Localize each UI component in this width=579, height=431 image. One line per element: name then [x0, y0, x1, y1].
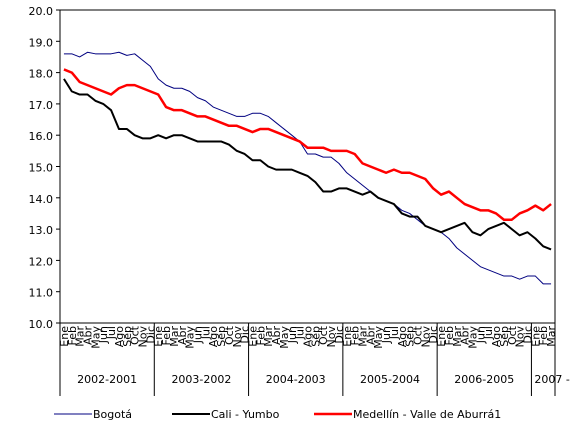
- x-tick-label: Oct: [317, 325, 330, 345]
- x-tick-label: Oct: [223, 325, 236, 345]
- x-tick-label: May: [89, 326, 102, 349]
- x-tick-label: Jul: [482, 326, 495, 340]
- x-tick-label: Feb: [66, 326, 79, 345]
- plot-area: [59, 9, 556, 324]
- x-tick-label: Sep: [215, 326, 228, 347]
- group-label: 2006-2005: [454, 373, 514, 386]
- x-tick-label: Sep: [404, 326, 417, 347]
- y-tick-label: 15.0: [29, 162, 54, 175]
- group-label: 2007 -: [534, 373, 569, 386]
- x-tick-label: Nov: [514, 326, 527, 348]
- x-tick-label: Feb: [443, 326, 456, 345]
- x-tick-label: Jun: [286, 326, 299, 344]
- series-line: [63, 51, 552, 285]
- x-tick-label: Jun: [97, 326, 110, 344]
- x-tick-label: Nov: [419, 326, 432, 348]
- y-tick-label: 14.0: [29, 193, 54, 206]
- x-tick-label: Oct: [506, 325, 519, 345]
- x-tick-label: Feb: [254, 326, 267, 345]
- x-tick-label: Mar: [168, 326, 181, 347]
- y-tick-label: 19.0: [29, 36, 54, 49]
- x-tick-label: May: [184, 326, 197, 349]
- x-tick-label: Ago: [302, 326, 315, 348]
- y-tick-label: 16.0: [29, 130, 54, 143]
- x-tick-label: Ago: [207, 326, 220, 348]
- x-tick-label: Jul: [388, 326, 401, 340]
- x-tick-label: Nov: [231, 326, 244, 348]
- x-tick-label: Ene: [58, 326, 71, 347]
- x-tick-label: Abr: [176, 326, 189, 346]
- x-tick-label: Nov: [137, 326, 150, 348]
- x-tick-label: Jun: [474, 326, 487, 344]
- x-tick-label: Jul: [105, 326, 118, 340]
- x-tick-label: Mar: [74, 326, 87, 347]
- x-tick-label: Jul: [199, 326, 212, 340]
- group-label: 2004-2003: [266, 373, 326, 386]
- x-tick-label: Oct: [129, 325, 142, 345]
- x-tick-label: Abr: [364, 326, 377, 346]
- x-tick-label: Ago: [396, 326, 409, 348]
- group-label: 2002-2001: [77, 373, 137, 386]
- x-tick-label: Abr: [459, 326, 472, 346]
- x-tick-label: Mar: [451, 326, 464, 347]
- group-label: 2003-2002: [171, 373, 231, 386]
- y-tick-label: 13.0: [29, 224, 54, 237]
- x-tick-label: Jul: [294, 326, 307, 340]
- y-tick-label: 17.0: [29, 99, 54, 112]
- x-tick-label: May: [278, 326, 291, 349]
- x-tick-label: Sep: [498, 326, 511, 347]
- x-tick-label: Ene: [341, 326, 354, 347]
- x-tick-label: Jun: [192, 326, 205, 344]
- x-tick-label: Mar: [357, 326, 370, 347]
- x-tick-label: Abr: [270, 326, 283, 346]
- x-tick-label: Ene: [247, 326, 260, 347]
- legend-label: Medellín - Valle de Aburrá1: [353, 408, 501, 421]
- x-tick-label: Nov: [325, 326, 338, 348]
- x-tick-label: Ago: [490, 326, 503, 348]
- legend-label: Bogotá: [93, 408, 132, 421]
- x-tick-label: Feb: [537, 326, 550, 345]
- x-tick-label: May: [372, 326, 385, 349]
- y-tick-label: 11.0: [29, 287, 54, 300]
- x-tick-label: Feb: [160, 326, 173, 345]
- x-tick-label: Oct: [412, 325, 425, 345]
- x-tick-label: Ene: [435, 326, 448, 347]
- series-line: [63, 68, 552, 221]
- x-tick-label: Ago: [113, 326, 126, 348]
- x-tick-label: Ene: [152, 326, 165, 347]
- y-tick-label: 20.0: [29, 5, 54, 18]
- y-tick-label: 10.0: [29, 318, 54, 331]
- series-line: [63, 78, 552, 251]
- x-tick-label: Sep: [121, 326, 134, 347]
- x-tick-label: Mar: [545, 326, 558, 347]
- group-label: 2005-2004: [360, 373, 420, 386]
- x-tick-label: Feb: [349, 326, 362, 345]
- x-tick-label: Sep: [309, 326, 322, 347]
- x-tick-label: Abr: [82, 326, 95, 346]
- y-tick-label: 18.0: [29, 68, 54, 81]
- legend-label: Cali - Yumbo: [211, 408, 280, 421]
- x-tick-label: May: [467, 326, 480, 349]
- y-tick-label: 12.0: [29, 255, 54, 268]
- x-tick-label: Mar: [262, 326, 275, 347]
- x-tick-label: Jun: [380, 326, 393, 344]
- x-tick-label: Ene: [529, 326, 542, 347]
